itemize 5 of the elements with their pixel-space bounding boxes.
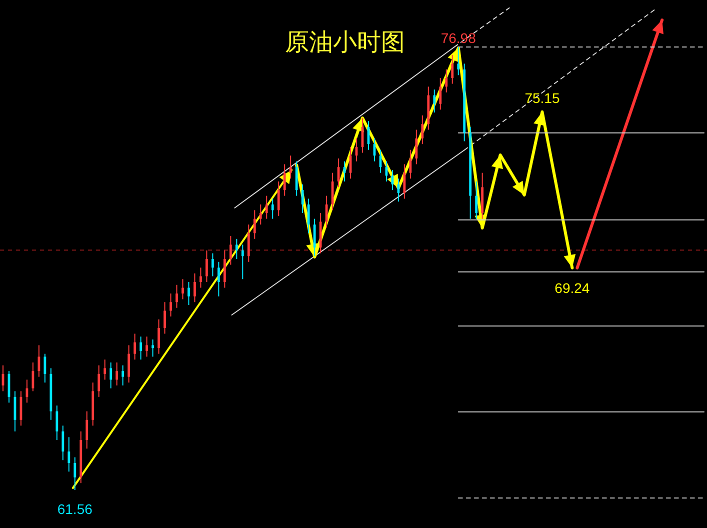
chart-title: 原油小时图	[285, 29, 405, 56]
annotation: 75.15	[524, 90, 560, 106]
annotation: 61.56	[57, 501, 93, 517]
annotation: 76.98	[440, 30, 476, 46]
annotation: 69.24	[554, 280, 590, 296]
